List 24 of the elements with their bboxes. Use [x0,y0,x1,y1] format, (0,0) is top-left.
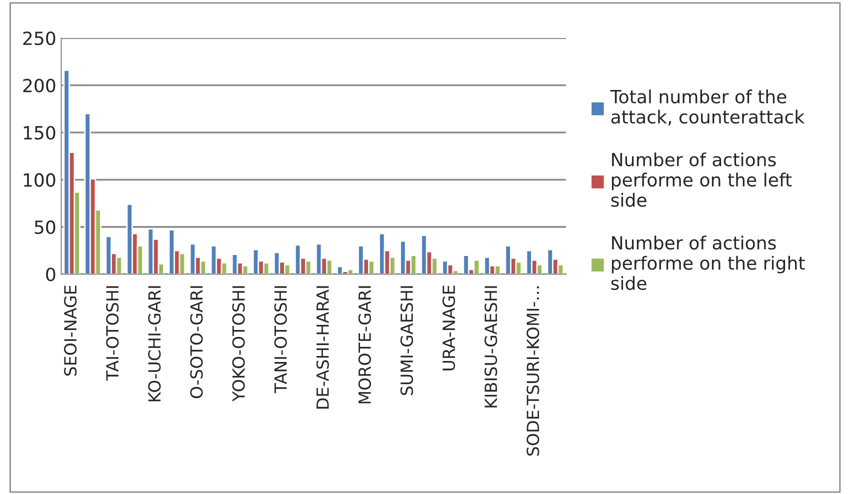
y-tick-label: 200 [23,78,56,92]
x-tick-label: KIBISU-GAESHI [484,286,498,408]
x-tick-label: O-SOTO-GARI [190,286,203,398]
y-tick-label: 100 [24,173,56,187]
legend-label: Number of actions performe on the left side [611,152,792,207]
bar [484,256,490,274]
y-tick-label: 0 [46,268,56,282]
x-tick-label: DE-ASHI-HARAI [316,286,329,409]
x-tick-label: SEOI-NAGE [64,286,77,376]
y-tick-label: 50 [34,220,56,234]
x-tick-label: URA-NAGE [442,286,456,370]
y-tick-label: 150 [24,126,56,140]
x-tick-label: KO-UCHI-GARI [148,286,161,402]
x-tick-label: TANI-OTOSHI [274,286,287,394]
y-tick-label: 250 [23,31,56,46]
legend-label: Total number of the attack, counterattack [610,89,805,126]
x-tick-label: MOROTE-GARI [358,286,371,404]
x-tick-label: TAI-OTOSHI [106,286,119,381]
x-tick-label: YOKO-OTOSHI [232,286,245,402]
x-tick-label: SODE-TSURI-KOMI-… [526,286,540,456]
bar [462,254,470,274]
legend-label: Number of actions performe on the right side [611,236,805,290]
bar [400,240,406,274]
x-tick-label: SUMI-GAESHI [400,286,414,396]
